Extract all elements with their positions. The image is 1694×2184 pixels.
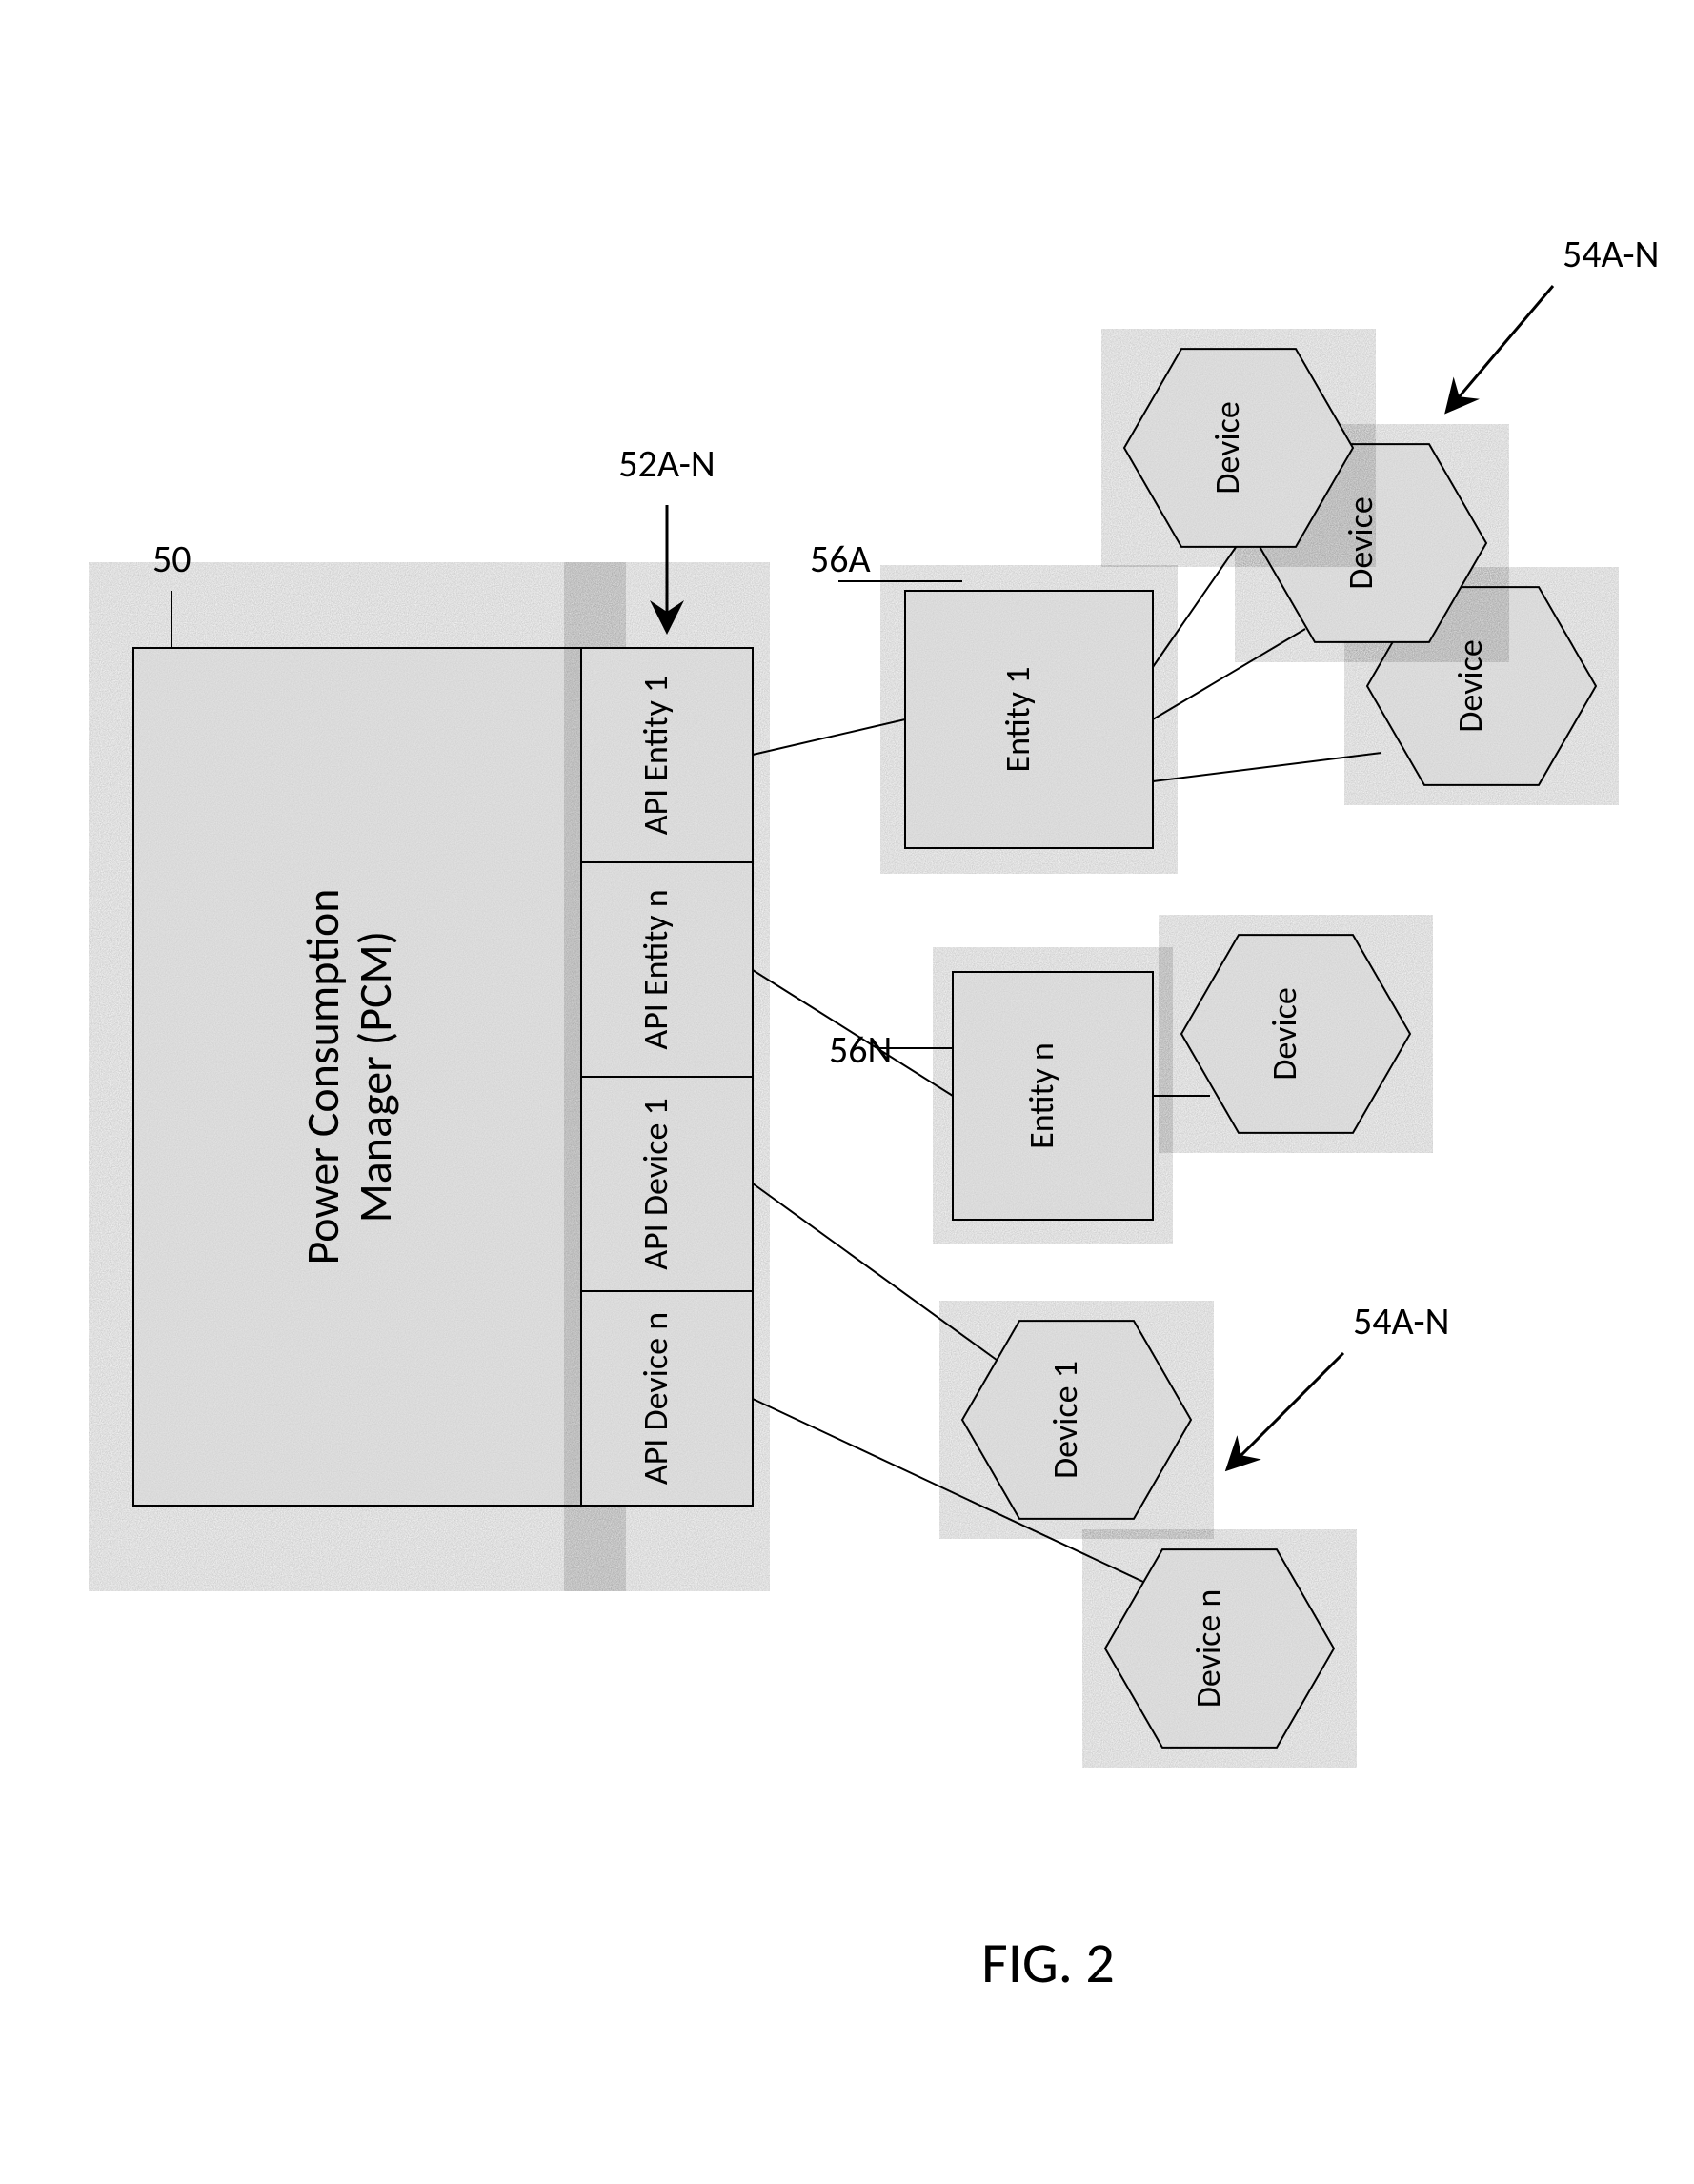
figure-label: FIG. 2: [981, 1929, 1115, 1998]
ref-arrow-54an: [1229, 1353, 1343, 1467]
ref-label-54an: 54A-N: [1353, 1298, 1449, 1345]
connector-line: [1153, 543, 1239, 667]
pcm-block: Power ConsumptionManager (PCM): [133, 648, 581, 1506]
device-label: Device: [1206, 401, 1248, 495]
entity-label: Entity n: [1020, 1042, 1062, 1149]
api-block: API Entity 1 API Entity n API Device 1 API …: [581, 648, 753, 1506]
connector-line: [753, 719, 905, 755]
ref-label-52an: 52A-N: [618, 440, 715, 487]
ref-leader-label: 56N: [829, 1026, 892, 1073]
device-label: Device: [1449, 639, 1491, 733]
entities-group: Entity 1 Entity n: [905, 591, 1153, 1220]
ref-label-54an: 54A-N: [1563, 231, 1659, 277]
api-row-label: API Device 1: [635, 1098, 676, 1270]
connector-line: [1153, 753, 1381, 781]
device-label: Device: [1340, 496, 1381, 590]
device-label: Device: [1263, 987, 1305, 1081]
ref-leader-label: 50: [152, 536, 192, 582]
device-label: Device 1: [1044, 1361, 1086, 1479]
entity-label: Entity 1: [997, 667, 1039, 773]
pcm-label-line1: Power Consumption: [294, 888, 351, 1264]
device-label: Device n: [1187, 1589, 1229, 1709]
api-row-label: API Entity n: [635, 889, 676, 1049]
connector-line: [1153, 629, 1305, 719]
pcm-label-line2: Manager (PCM): [347, 931, 403, 1223]
api-row-label: API Device n: [635, 1312, 676, 1485]
api-row-label: API Entity 1: [635, 676, 676, 836]
ref-leader-label: 56A: [810, 536, 872, 582]
ref-arrow-54an: [1448, 286, 1553, 410]
